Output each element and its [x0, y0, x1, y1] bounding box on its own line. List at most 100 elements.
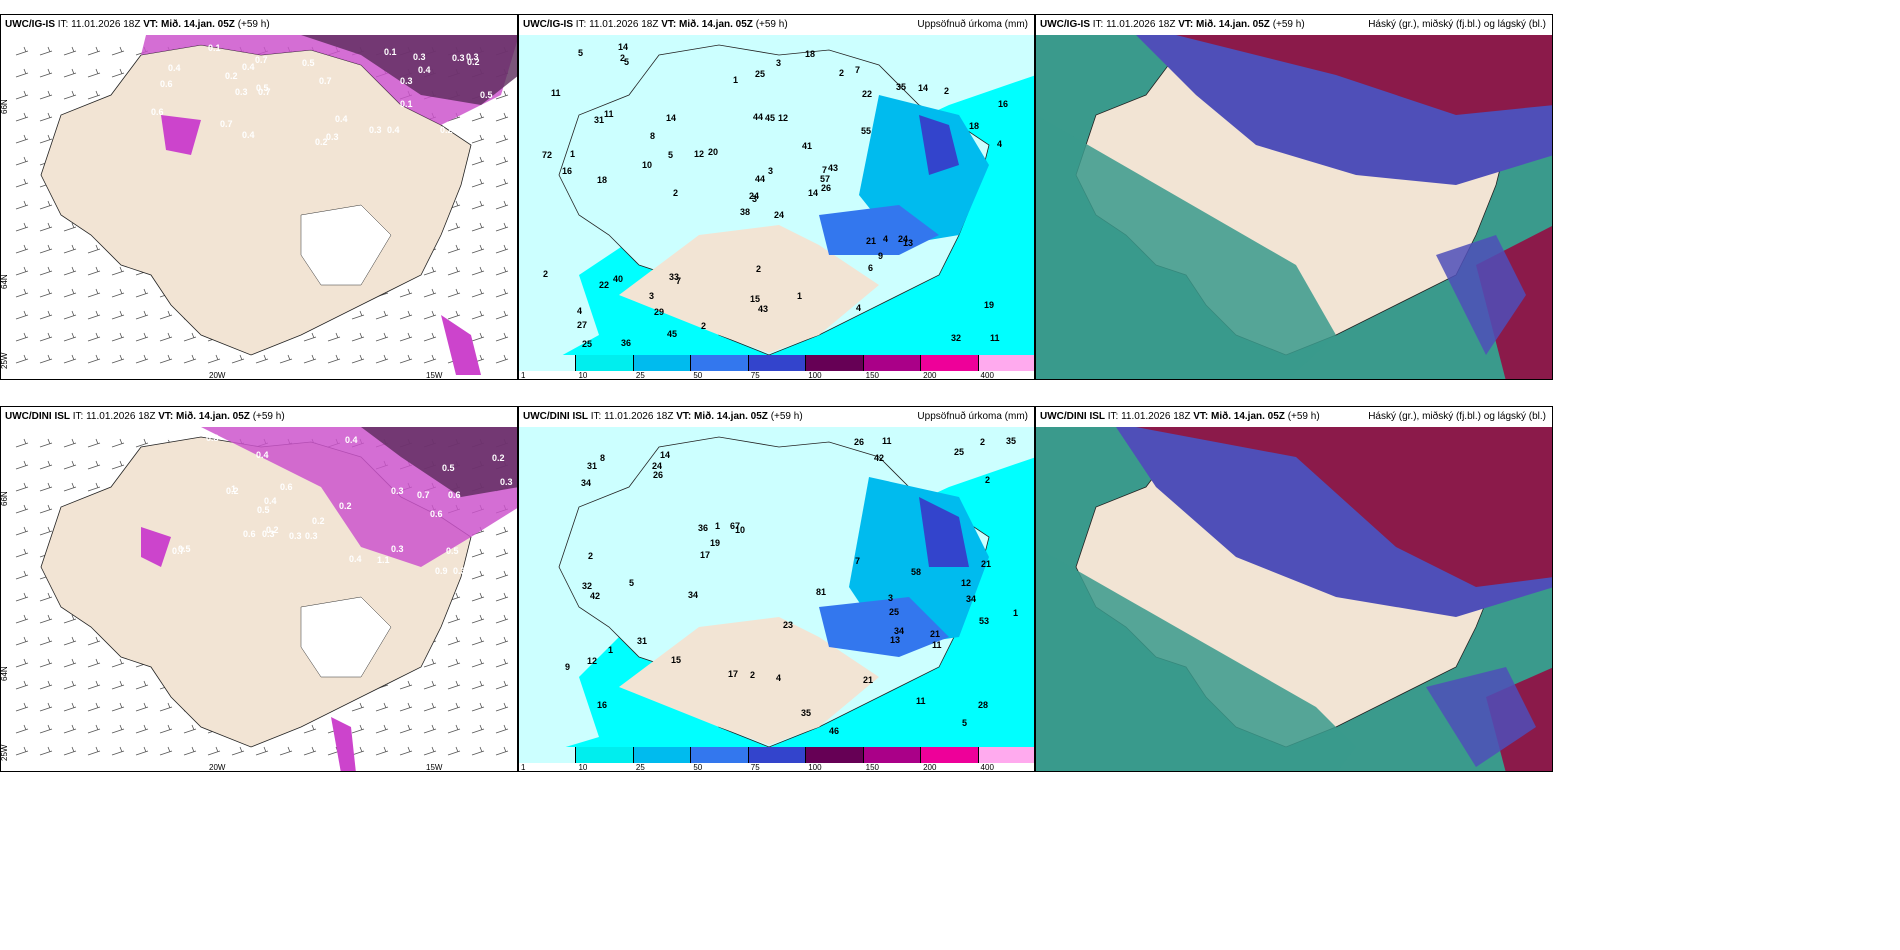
wind-barb: [495, 548, 509, 558]
wind-barb: [15, 746, 29, 756]
wind-barb: [495, 658, 509, 668]
value-label: 11: [604, 109, 614, 119]
wind-barb: [303, 332, 317, 342]
value-label: 42: [590, 591, 600, 601]
value-label: 24: [774, 210, 784, 220]
wind-barb: [399, 680, 413, 690]
wind-barb: [255, 746, 269, 756]
value-label: 46: [829, 726, 839, 736]
wind-barb: [375, 702, 389, 712]
upward-motion-southeast: [441, 315, 481, 375]
wind-barb: [39, 134, 53, 144]
wind-barb: [471, 244, 485, 254]
panel-header: UWC/IG-IS IT: 11.01.2026 18Z VT: Mið. 14…: [1036, 15, 1552, 35]
value-label: 1.1: [377, 555, 390, 565]
wind-barb: [495, 680, 509, 690]
value-label: 0.3: [453, 566, 466, 576]
wind-barb: [183, 332, 197, 342]
wind-barb: [495, 702, 509, 712]
wind-barb: [351, 354, 365, 364]
value-label: 3: [768, 166, 773, 176]
wind-barb: [447, 724, 461, 734]
wind-barb: [399, 332, 413, 342]
value-label: 24: [749, 191, 759, 201]
value-label: 16: [562, 166, 572, 176]
colorbar-swatch: [978, 355, 1034, 371]
colorbar-tick: 50: [693, 763, 703, 772]
value-label: 28: [978, 700, 988, 710]
wind-barb: [15, 592, 29, 602]
value-label: 0.5: [442, 463, 455, 473]
wind-barb: [15, 134, 29, 144]
vertical-motion-map: 0.40.40.30.30.30.20.10.70.30.40.60.70.40…: [1, 35, 517, 379]
value-label: 34: [966, 594, 976, 604]
panel-header: UWC/IG-IS IT: 11.01.2026 18Z VT: Mið. 14…: [519, 15, 1034, 35]
value-label: 0.3: [262, 529, 275, 539]
value-label: 25: [582, 339, 592, 349]
wind-barb: [111, 746, 125, 756]
value-label: 6: [868, 263, 873, 273]
value-label: 45: [765, 113, 775, 123]
precip-map: 2534161410111242364634323128172123816731…: [519, 427, 1034, 749]
value-label: 21: [863, 675, 873, 685]
snow-patch: [300, 204, 392, 286]
value-label: 36: [621, 338, 631, 348]
high-cloud-band: [1176, 35, 1552, 115]
value-label: 27: [577, 320, 587, 330]
value-label: 0.4: [264, 496, 277, 506]
value-label: 2: [750, 670, 755, 680]
value-label: 22: [862, 89, 872, 99]
wind-barb: [351, 332, 365, 342]
panel-header: UWC/DINI ISL IT: 11.01.2026 18Z VT: Mið.…: [1036, 407, 1552, 427]
colorbar-swatch: [806, 747, 864, 763]
wind-barb: [63, 68, 77, 78]
value-label: 0.4: [349, 554, 362, 564]
value-label: 18: [805, 49, 815, 59]
colorbar-tick: 75: [750, 371, 760, 380]
wind-barb: [471, 724, 485, 734]
value-label: 0.3: [391, 486, 404, 496]
wind-barb: [159, 724, 173, 734]
value-label: 34: [688, 590, 698, 600]
wind-barb: [447, 288, 461, 298]
wind-barb: [39, 592, 53, 602]
colorbar-tick: 100: [808, 371, 822, 380]
wind-barb: [447, 614, 461, 624]
panel-clouds-igis: UWC/IG-IS IT: 11.01.2026 18Z VT: Mið. 14…: [1035, 14, 1553, 380]
wind-barb: [87, 460, 101, 470]
wind-barb: [447, 636, 461, 646]
value-label: 0.3: [289, 531, 302, 541]
lat-label-66n: 66N: [1, 491, 9, 506]
lon-label-25w: 25W: [1, 352, 9, 369]
wind-barb: [39, 658, 53, 668]
wind-barb: [15, 482, 29, 492]
value-label: 0.6: [151, 107, 164, 117]
colorbar-swatch: [691, 355, 749, 371]
precip-core: [919, 115, 959, 175]
wind-barb: [423, 332, 437, 342]
dry-land: [619, 225, 879, 353]
wind-barb: [423, 702, 437, 712]
wind-barb: [495, 112, 509, 122]
wind-barb: [351, 724, 365, 734]
precip-value-labels: 2431347771222145111816385536444140202729…: [542, 42, 1008, 349]
value-label: 0.6: [501, 98, 514, 108]
wind-barb: [39, 526, 53, 536]
value-label: 14: [618, 42, 628, 52]
colorbar-tick: 10: [578, 371, 588, 380]
value-label: 0.4: [345, 435, 358, 445]
wind-barb: [135, 332, 149, 342]
wind-barb: [15, 46, 29, 56]
wind-barb: [495, 178, 509, 188]
value-label: 0.9: [435, 566, 448, 576]
precip-core: [919, 497, 969, 567]
wind-barb: [351, 310, 365, 320]
wind-barb: [15, 222, 29, 232]
wind-barb: [135, 310, 149, 320]
lon-label-20w: 20W: [209, 763, 226, 772]
value-label: 42: [874, 453, 884, 463]
value-label: 0.7: [258, 87, 271, 97]
wind-barb: [495, 592, 509, 602]
wind-barb: [399, 354, 413, 364]
wind-barb: [15, 438, 29, 448]
